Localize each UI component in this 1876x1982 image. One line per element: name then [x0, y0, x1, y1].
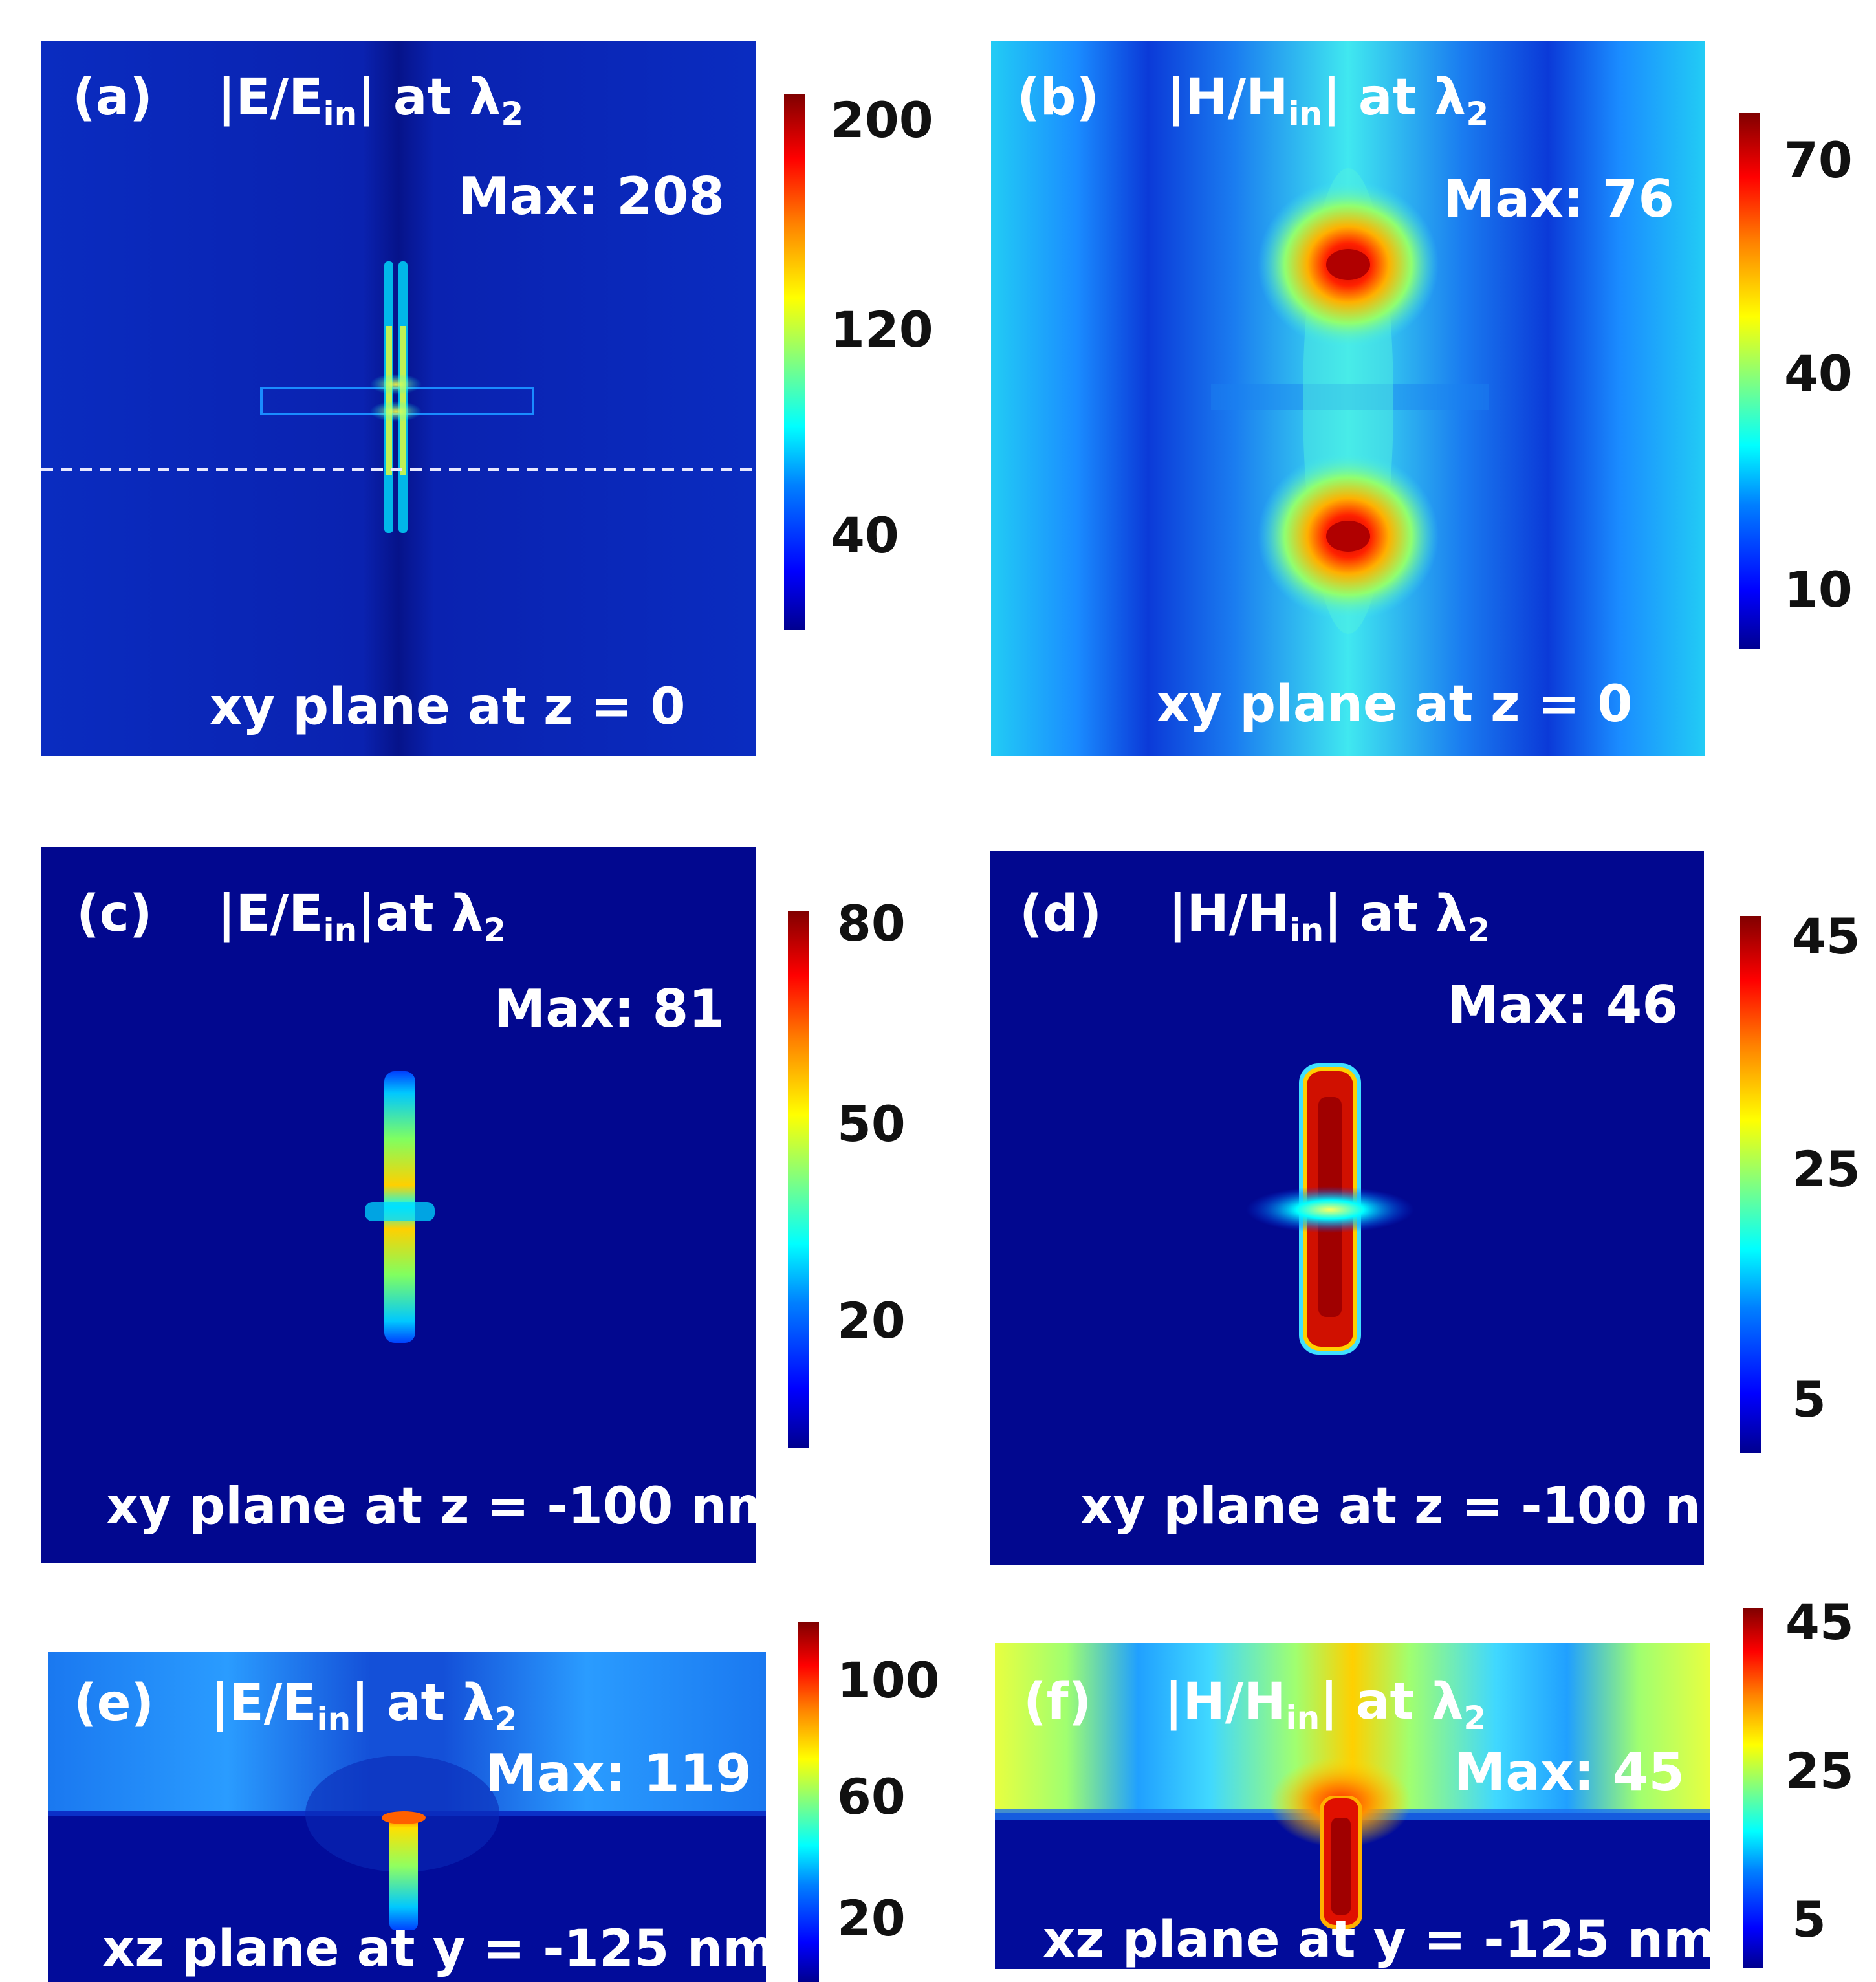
colorbar-a-tick: 200	[831, 91, 933, 149]
panel-a-field-map	[41, 41, 756, 756]
panel-f-max-label: Max: 45	[1454, 1742, 1685, 1802]
colorbar-d-tick: 45	[1792, 908, 1860, 965]
colorbar-b-tick: 70	[1784, 131, 1853, 189]
panel-d-plane-label: xy plane at z = -100 nm	[1080, 1477, 1704, 1536]
panel-c-heatmap: (c) |E/Ein|at λ2 Max: 81 xy plane at z =…	[41, 847, 756, 1563]
colorbar-d-tick: 5	[1792, 1371, 1826, 1428]
colorbar-a	[784, 94, 805, 630]
panel-d-field-map	[990, 851, 1704, 1565]
panel-a-max-label: Max: 208	[457, 166, 725, 226]
panel-b-label: (b)	[1017, 69, 1100, 127]
panel-b-title: |H/Hin| at λ2	[1167, 69, 1489, 133]
colorbar-b-tick: 40	[1784, 345, 1853, 402]
panel-d-label: (d)	[1020, 885, 1102, 943]
panel-b-field-map	[991, 41, 1705, 756]
colorbar-a-tick: 40	[831, 506, 899, 564]
panel-f-field-map	[995, 1643, 1710, 1969]
panel-e-label: (e)	[74, 1674, 155, 1732]
colorbar-c	[788, 911, 809, 1448]
panel-f-plane-label: xz plane at y = -125 nm	[1043, 1911, 1710, 1969]
colorbar-b-tick: 10	[1784, 561, 1853, 618]
colorbar-b	[1739, 113, 1760, 649]
colorbar-f	[1743, 1608, 1763, 1968]
panel-c-max-label: Max: 81	[494, 979, 725, 1039]
colorbar-f-tick: 5	[1792, 1891, 1826, 1948]
panel-b-plane-label: xy plane at z = 0	[1157, 675, 1633, 734]
colorbar-c-tick: 50	[837, 1095, 906, 1153]
panel-a-heatmap: (a) |E/Ein| at λ2 Max: 208 xy plane at z…	[41, 41, 756, 756]
colorbar-d-tick: 25	[1792, 1140, 1860, 1198]
panel-c-plane-label: xy plane at z = -100 nm	[106, 1477, 756, 1536]
panel-d-max-label: Max: 46	[1447, 975, 1678, 1035]
colorbar-e-tick: 20	[837, 1889, 906, 1947]
colorbar-d	[1740, 916, 1761, 1453]
panel-a-label: (a)	[72, 69, 153, 127]
panel-e-plane-label: xz plane at y = -125 nm	[102, 1920, 766, 1978]
panel-c-title: |E/Ein|at λ2	[217, 885, 507, 949]
panel-f-title: |H/Hin| at λ2	[1164, 1673, 1487, 1737]
panel-f-heatmap: (f) |H/Hin| at λ2 Max: 45 xz plane at y …	[995, 1643, 1710, 1969]
panel-b-max-label: Max: 76	[1443, 169, 1674, 229]
colorbar-f-tick: 45	[1785, 1593, 1854, 1651]
panel-c-label: (c)	[76, 885, 153, 943]
colorbar-e-tick: 100	[837, 1651, 940, 1709]
panel-a-title: |E/Ein| at λ2	[217, 69, 524, 133]
panel-d-title: |H/Hin| at λ2	[1168, 885, 1490, 949]
colorbar-f-tick: 25	[1785, 1742, 1854, 1800]
colorbar-c-tick: 20	[837, 1292, 906, 1349]
colorbar-e	[798, 1622, 819, 1982]
panel-a-plane-label: xy plane at z = 0	[210, 678, 686, 736]
panel-d-heatmap: (d) |H/Hin| at λ2 Max: 46 xy plane at z …	[990, 851, 1704, 1565]
panel-e-max-label: Max: 119	[485, 1743, 752, 1803]
colorbar-c-tick: 80	[837, 895, 906, 952]
panel-c-field-map	[41, 847, 756, 1563]
colorbar-e-tick: 60	[837, 1768, 906, 1825]
colorbar-a-tick: 120	[831, 301, 933, 358]
panel-e-title: |E/Ein| at λ2	[211, 1674, 518, 1738]
panel-f-label: (f)	[1023, 1673, 1092, 1731]
panel-b-heatmap: (b) |H/Hin| at λ2 Max: 76 xy plane at z …	[991, 41, 1705, 756]
panel-e-heatmap: (e) |E/Ein| at λ2 Max: 119 xz plane at y…	[48, 1652, 766, 1982]
panel-e-field-map	[48, 1652, 766, 1982]
